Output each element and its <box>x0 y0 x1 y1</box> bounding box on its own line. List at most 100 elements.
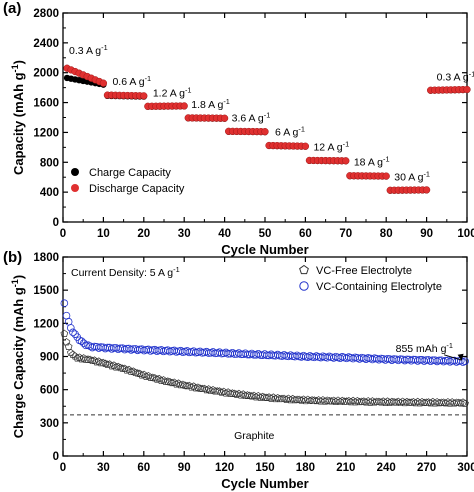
y-tick-label: 900 <box>40 352 59 364</box>
vc-free-point <box>306 396 314 405</box>
x-tick-label: 80 <box>380 228 393 240</box>
rate-label: 0.3 A g-1 <box>437 69 474 84</box>
vc-containing-point <box>67 324 75 332</box>
vc-free-point <box>370 398 379 406</box>
x-tick-label: 0 <box>60 462 66 474</box>
y-axis-title: Capacity (mAh g-1) <box>10 60 26 175</box>
discharge-point <box>99 79 108 87</box>
x-tick-label: 60 <box>137 462 150 474</box>
vc-free-point <box>426 399 435 407</box>
y-tick-label: 2800 <box>33 8 59 20</box>
y-tick-label: 1600 <box>33 98 59 110</box>
vc-free-point <box>456 399 465 407</box>
x-tick-label: 100 <box>457 228 474 240</box>
x-tick-label: 50 <box>259 228 272 240</box>
vc-free-point <box>271 394 280 403</box>
y-tick-label: 2400 <box>33 38 59 50</box>
rate-label: 18 A g-1 <box>354 154 390 169</box>
y-tick-label: 600 <box>40 385 59 397</box>
discharge-point <box>342 157 350 165</box>
vc-free-point <box>291 395 299 404</box>
y-tick-label: 800 <box>40 157 59 169</box>
x-axis-title: Cycle Number <box>221 242 308 257</box>
vc-free-point <box>450 399 459 407</box>
vc-free-point <box>176 380 185 389</box>
panel-a-chart: 0 10 20 30 40 50 60 70 80 90 100 0 400 800 1200 1600 200… <box>3 0 474 257</box>
x-tick-label: 30 <box>178 228 191 240</box>
legend-marker-vc-free <box>299 264 309 275</box>
vc-free-point <box>222 389 230 397</box>
vc-free-point <box>64 342 73 350</box>
vc-free-point <box>347 397 355 406</box>
vc-containing-point <box>79 339 88 347</box>
panel-b-chart: 0 30 60 90 120 150 180 210 240 270 300 0 300 600 900 12… <box>3 249 474 491</box>
x-tick-label: 150 <box>255 462 274 474</box>
discharge-point <box>180 102 188 110</box>
y-tick-label: 400 <box>40 187 59 199</box>
y-tick-label: 0 <box>53 217 59 229</box>
vc-free-point <box>228 389 237 397</box>
x-tick-label: 10 <box>97 228 110 240</box>
vc-free-point <box>191 384 200 392</box>
panel-label: (b) <box>3 249 22 266</box>
y-axis-title: Charge Capacity (mAh g-1) <box>10 275 26 438</box>
x-tick-label: 210 <box>336 462 355 474</box>
legend-label-vc-free: VC-Free Electrolyte <box>316 265 412 277</box>
y-tick-label: 300 <box>40 418 59 430</box>
rate-label: 6 A g-1 <box>275 124 305 139</box>
vc-free-point <box>256 393 265 401</box>
discharge-point <box>140 92 148 100</box>
vc-free-point <box>206 386 215 395</box>
vc-free-point <box>461 399 469 407</box>
x-axis-title: Cycle Number <box>221 476 308 491</box>
vc-free-point <box>435 398 444 407</box>
rate-label: 0.3 A g-1 <box>69 43 108 58</box>
vc-containing-point <box>60 299 69 308</box>
current-density-label: Current Density: 5 A g-1 <box>71 265 180 280</box>
rate-label: 0.6 A g-1 <box>112 74 151 89</box>
legend-marker-vc-containing <box>299 281 309 291</box>
x-tick-label: 90 <box>420 228 433 240</box>
y-tick-label: 1200 <box>33 318 59 330</box>
rate-label: 1.2 A g-1 <box>153 85 192 100</box>
discharge-point <box>422 186 431 194</box>
rate-label: 12 A g-1 <box>313 139 349 154</box>
legend-marker-discharge <box>71 184 79 192</box>
discharge-point <box>261 128 269 136</box>
vc-containing-point <box>77 337 86 345</box>
y-tick-label: 0 <box>53 451 59 463</box>
discharge-point <box>301 142 310 150</box>
graphite-label: Graphite <box>234 430 274 442</box>
discharge-point <box>382 172 390 180</box>
rate-label: 30 A g-1 <box>394 169 430 184</box>
vc-free-point <box>60 329 69 337</box>
rate-label: 3.6 A g-1 <box>232 110 271 125</box>
panel-label: (a) <box>3 0 21 17</box>
y-tick-label: 1200 <box>33 127 59 139</box>
vc-containing-point <box>64 317 73 326</box>
y-tick-label: 1500 <box>33 285 59 297</box>
discharge-point <box>463 85 471 94</box>
vc-free-point <box>441 399 450 407</box>
x-tick-label: 300 <box>457 462 474 474</box>
vc-containing-point <box>69 328 77 337</box>
x-tick-label: 60 <box>299 228 312 240</box>
vc-free-point <box>77 355 86 363</box>
x-tick-label: 240 <box>377 462 396 474</box>
x-tick-label: 180 <box>296 462 315 474</box>
legend-label-discharge: Discharge Capacity <box>89 183 185 195</box>
x-tick-label: 70 <box>339 228 352 240</box>
y-tick-label: 2000 <box>33 68 59 80</box>
vc-free-point <box>237 391 245 399</box>
rate-label: 1.8 A g-1 <box>191 96 230 111</box>
final-capacity-arrowhead <box>457 353 464 361</box>
legend-label-vc-containing: VC-Containing Electrolyte <box>316 281 442 293</box>
x-tick-label: 120 <box>215 462 234 474</box>
legend-label-charge: Charge Capacity <box>89 167 171 179</box>
x-tick-label: 20 <box>137 228 150 240</box>
y-tick-label: 1800 <box>33 252 59 264</box>
legend-marker-charge <box>71 168 79 176</box>
vc-containing-point <box>461 357 469 366</box>
discharge-point <box>220 114 229 122</box>
